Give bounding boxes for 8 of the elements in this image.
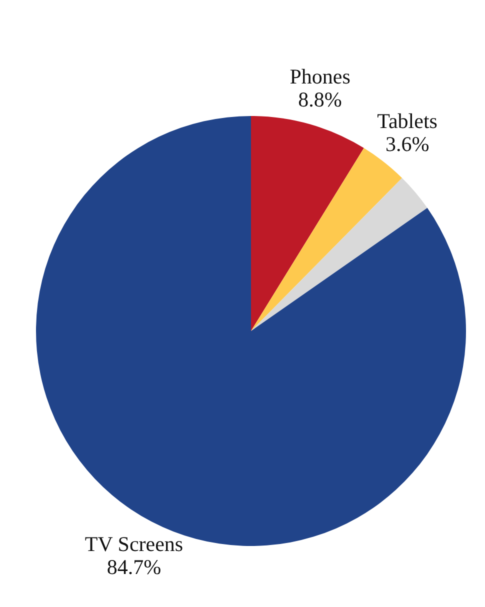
pie-slice xyxy=(251,116,364,331)
slice-label: Tablets xyxy=(377,108,438,133)
data-label: 8.8% xyxy=(298,88,342,112)
slice-label: Phones xyxy=(290,64,350,88)
slice-label: TV Screens xyxy=(84,532,184,556)
data-label: 3.6% xyxy=(385,132,430,156)
pie-slice xyxy=(251,178,428,331)
data-label: 84.7% xyxy=(106,555,162,580)
